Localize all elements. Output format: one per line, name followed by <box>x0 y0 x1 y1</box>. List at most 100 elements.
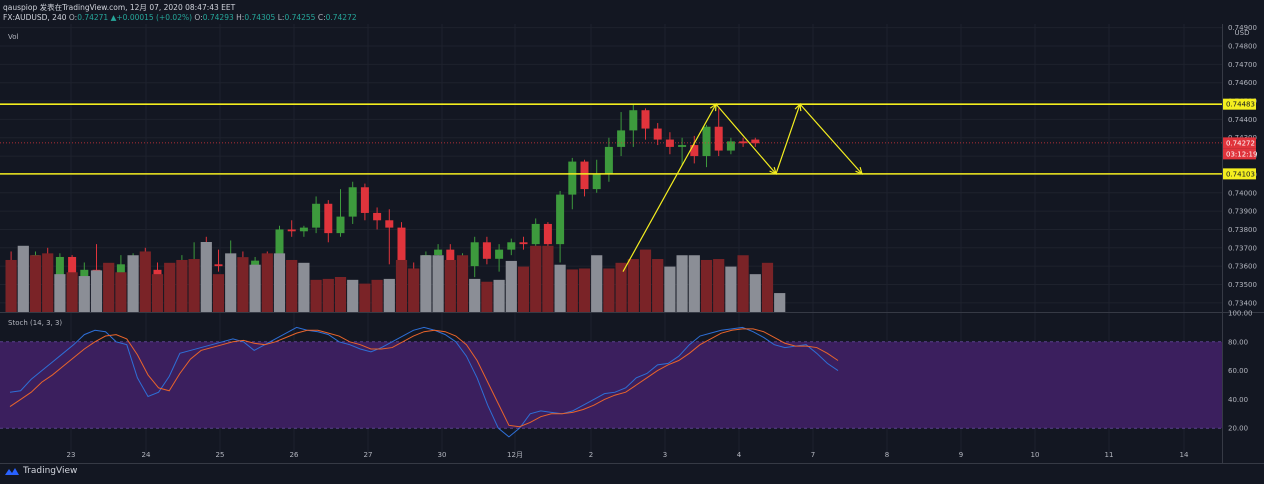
date-tick: 7 <box>811 451 815 459</box>
price-tick: 0.74400 <box>1228 116 1257 124</box>
candle-body <box>531 223 540 245</box>
volume-bar <box>115 272 127 312</box>
candle-body <box>348 187 357 217</box>
volume-bar <box>139 251 151 312</box>
volume-bar <box>652 259 664 312</box>
price-axis[interactable]: USD0.749000.748000.747000.746000.745000.… <box>1228 24 1257 307</box>
volume-bar <box>273 253 286 312</box>
volume-bar <box>530 245 542 312</box>
volume-bar <box>664 266 676 312</box>
volume-bar <box>66 272 78 312</box>
candle-body <box>568 161 577 195</box>
stoch-d-line <box>9 328 839 428</box>
resistance-price-label-bg <box>1223 98 1256 110</box>
volume-bar <box>713 259 725 312</box>
candle-body <box>556 194 565 245</box>
volume-bar <box>261 253 273 312</box>
volume-bar <box>298 262 310 312</box>
volume-bar <box>383 278 395 312</box>
date-tick: 12月 <box>507 451 523 459</box>
candle-body <box>470 242 479 267</box>
candle-body <box>434 249 443 256</box>
candle-body <box>397 227 406 270</box>
price-tick: 0.73500 <box>1228 281 1257 289</box>
last-price-label-bg <box>1223 137 1256 149</box>
stoch-tick: 100.00 <box>1228 310 1253 318</box>
c-value: 0.74272 <box>325 13 357 22</box>
c-label: C: <box>317 13 326 22</box>
stoch-axis: 100.00 80.00 60.00 40.00 20.00 <box>1228 310 1253 433</box>
price-tick: 0.74900 <box>1228 24 1257 32</box>
volume-bar <box>542 245 554 312</box>
candle-body <box>665 139 674 147</box>
candle-body <box>678 145 687 147</box>
volume-bar <box>395 259 408 312</box>
brand-footer[interactable]: TradingView <box>4 466 77 476</box>
volume-bar <box>774 293 786 312</box>
candle-body <box>592 174 601 190</box>
volume-bar <box>164 262 176 312</box>
candle-body <box>739 141 748 144</box>
date-tick: 4 <box>737 451 742 459</box>
volume-bar <box>639 249 652 312</box>
volume-bar <box>591 255 603 312</box>
stoch-band <box>0 341 1222 429</box>
date-tick: 11 <box>1105 451 1114 459</box>
volume-bar <box>566 269 578 312</box>
candle-body <box>690 145 699 157</box>
time-axis[interactable]: 23 24 25 26 27 30 12月 2 3 4 7 8 9 10 11 14 <box>67 451 1189 459</box>
volume-bar <box>432 255 444 312</box>
pattern-arrow-line <box>799 103 863 175</box>
stoch-tick: 40.00 <box>1228 396 1248 404</box>
date-tick: 10 <box>1031 451 1040 459</box>
change-value: +0.00015 (+0.02%) <box>116 13 193 22</box>
levels[interactable] <box>0 103 1222 175</box>
candle-body <box>604 146 613 175</box>
candle-body <box>360 187 369 213</box>
candle-body <box>214 264 223 267</box>
volume-bar <box>347 279 359 312</box>
price-tick: 0.74600 <box>1228 79 1257 87</box>
volume-bar <box>42 253 54 312</box>
volume-bar <box>5 259 17 312</box>
volume-bars <box>5 242 786 312</box>
volume-bar <box>103 262 115 312</box>
volume-bar <box>444 259 456 312</box>
candle-body <box>385 220 394 228</box>
volume-bar <box>29 255 42 312</box>
price-tick: 0.73900 <box>1228 208 1257 216</box>
l-label: L: <box>277 13 285 22</box>
volume-label: Vol <box>8 33 19 41</box>
volume-bar <box>481 281 493 312</box>
volume-bar <box>725 266 737 312</box>
stoch-lines <box>0 326 1222 438</box>
stoch-k-line <box>9 326 839 438</box>
candle-body <box>373 212 382 221</box>
h-value: 0.74305 <box>244 13 276 22</box>
volume-bar <box>212 274 225 312</box>
date-tick: 2 <box>589 451 593 459</box>
brand-name: TradingView <box>23 466 78 476</box>
volume-bar <box>761 262 774 312</box>
open-label: O: <box>68 13 78 22</box>
candle-body <box>287 229 296 232</box>
date-tick: 27 <box>364 451 373 459</box>
volume-bar <box>517 266 530 312</box>
stoch-tick: 60.00 <box>1228 367 1248 375</box>
candle-body <box>629 110 638 131</box>
volume-bar <box>249 264 261 312</box>
volume-bar <box>737 255 749 312</box>
arrow-head-icon <box>855 166 863 175</box>
volume-bar <box>688 255 700 312</box>
countdown-label: 03:12:19 <box>1226 150 1257 158</box>
price-tick: 0.73400 <box>1228 299 1257 307</box>
volume-bar <box>237 257 249 312</box>
volume-bar <box>554 264 566 312</box>
change-arrow-icon: ▲ <box>110 13 117 22</box>
pattern-arrow-line <box>775 103 801 175</box>
volume-bar <box>469 278 481 312</box>
volume-bar <box>286 259 298 312</box>
price-tick: 0.74700 <box>1228 61 1257 69</box>
date-tick: 26 <box>290 451 299 459</box>
